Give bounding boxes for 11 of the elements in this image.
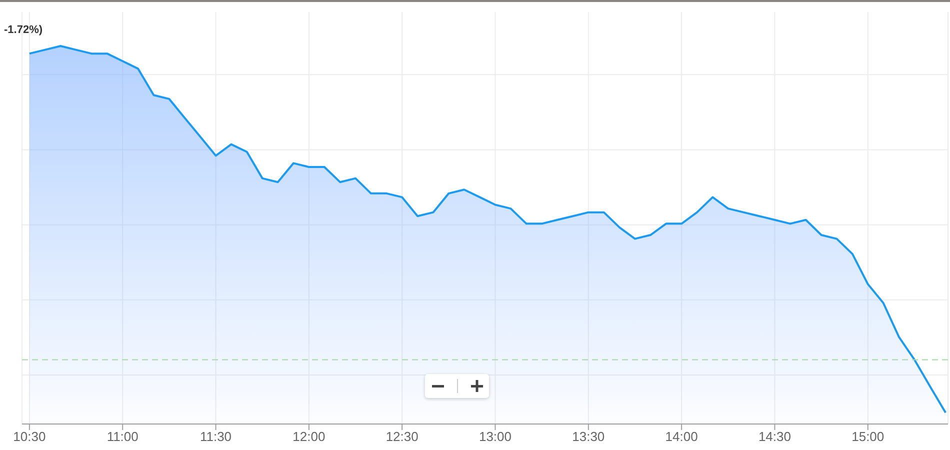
x-tick-label: 14:00 bbox=[665, 429, 698, 444]
x-tick-label: 12:30 bbox=[386, 429, 418, 444]
x-tick-label: 12:00 bbox=[292, 429, 326, 444]
x-tick-label: 10:30 bbox=[13, 429, 46, 444]
x-tick-label: 13:30 bbox=[572, 429, 605, 444]
x-tick-label: 13:00 bbox=[478, 429, 512, 444]
x-tick-label: 11:00 bbox=[106, 429, 138, 444]
text: -1.72%) bbox=[4, 24, 43, 36]
x-tick-label: 11:30 bbox=[200, 429, 232, 444]
x-tick-label: 15:00 bbox=[852, 429, 884, 444]
x-tick-label: 14:30 bbox=[758, 429, 791, 444]
